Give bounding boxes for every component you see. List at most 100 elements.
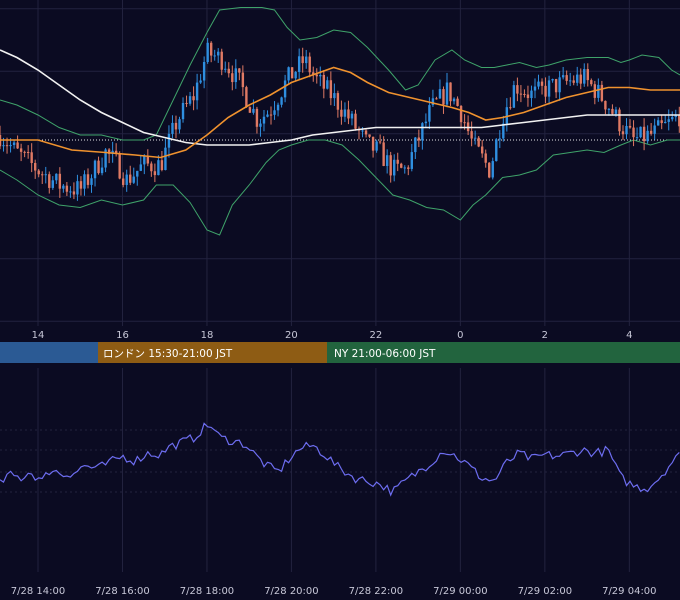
candle-body xyxy=(58,173,62,189)
candle-body xyxy=(266,114,269,117)
oscillator-grid xyxy=(0,368,680,572)
candle-body xyxy=(642,126,646,142)
candle-body xyxy=(678,115,680,127)
candle-body xyxy=(625,125,628,135)
candle-body xyxy=(209,42,213,56)
candle-body xyxy=(407,167,410,169)
candle-body xyxy=(273,110,276,115)
time-x-tick-label: 7/29 04:00 xyxy=(602,586,656,597)
candle-body xyxy=(614,109,618,114)
candle-body xyxy=(326,80,329,89)
candle-body xyxy=(561,75,565,78)
candle-body xyxy=(568,80,572,82)
candle-body xyxy=(646,130,649,142)
candle-body xyxy=(192,96,195,101)
candle-body xyxy=(547,80,551,97)
candle-body xyxy=(621,131,625,135)
candle-body xyxy=(195,82,199,101)
candle-body xyxy=(329,80,333,99)
candle-body xyxy=(583,69,586,84)
candle-body xyxy=(604,100,607,110)
time-x-tick-label: 7/29 02:00 xyxy=(518,586,572,597)
candle-body xyxy=(463,122,466,124)
candle-body xyxy=(100,167,104,174)
candle-body xyxy=(488,162,491,178)
candle-body xyxy=(143,155,146,165)
candle-body xyxy=(19,148,23,152)
candle-body xyxy=(495,139,498,162)
candle-body xyxy=(639,126,642,138)
candle-body xyxy=(340,109,343,117)
candle-body xyxy=(403,167,406,169)
time-x-tick-label: 7/28 16:00 xyxy=(95,586,149,597)
candle-body xyxy=(315,74,318,77)
price-x-tick-label: 22 xyxy=(370,330,383,341)
candle-body xyxy=(23,151,26,153)
candle-body xyxy=(424,121,428,124)
candle-body xyxy=(396,159,399,164)
candle-body xyxy=(167,133,171,148)
candle-body xyxy=(516,85,519,94)
candle-body xyxy=(41,174,44,176)
candle-body xyxy=(526,94,530,99)
candle-body xyxy=(136,170,139,177)
candle-body xyxy=(667,119,670,122)
candle-body xyxy=(125,174,128,185)
candle-body xyxy=(276,104,280,111)
candle-body xyxy=(245,87,248,108)
candle-body xyxy=(431,98,435,106)
candle-body xyxy=(2,145,5,147)
price-x-tick-label: 18 xyxy=(201,330,214,341)
candle-body xyxy=(171,122,174,134)
candle-body xyxy=(473,137,477,139)
candle-body xyxy=(178,119,181,130)
candle-body xyxy=(428,105,431,122)
candle-body xyxy=(389,155,392,176)
candle-body xyxy=(635,137,639,139)
candle-body xyxy=(649,130,653,134)
candle-body xyxy=(565,75,568,81)
candle-body xyxy=(69,191,72,193)
candle-body xyxy=(248,107,252,113)
long-moving-average xyxy=(0,49,680,146)
candle-body xyxy=(393,159,396,176)
candle-body xyxy=(139,164,142,171)
candle-body xyxy=(79,181,83,189)
candle-body xyxy=(336,93,340,110)
candle-body xyxy=(255,108,259,127)
candle-body xyxy=(674,115,677,118)
candle-body xyxy=(544,85,547,97)
candle-body xyxy=(319,74,322,77)
time-x-tick-label: 7/28 14:00 xyxy=(11,586,65,597)
candle-body xyxy=(308,56,311,73)
price-x-tick-label: 0 xyxy=(457,330,463,341)
candle-body xyxy=(586,69,589,81)
candle-body xyxy=(55,173,58,181)
candle-body xyxy=(153,171,157,176)
candle-body xyxy=(590,80,593,85)
candle-body xyxy=(540,81,544,86)
price-pane[interactable] xyxy=(0,0,680,326)
oscillator-pane[interactable] xyxy=(0,368,680,572)
candle-body xyxy=(512,85,516,108)
candle-body xyxy=(364,130,368,135)
time-x-tick-label: 7/28 20:00 xyxy=(264,586,318,597)
candle-body xyxy=(252,108,255,113)
candle-body xyxy=(607,108,611,110)
time-x-tick-label: 7/28 22:00 xyxy=(349,586,403,597)
candle-body xyxy=(107,149,111,154)
candle-body xyxy=(294,71,297,79)
candle-body xyxy=(382,142,385,166)
candle-body xyxy=(241,72,245,88)
candle-body xyxy=(83,174,86,189)
candle-body xyxy=(206,42,209,63)
candle-body xyxy=(104,149,107,168)
session-london-bar xyxy=(98,342,327,363)
candle-body xyxy=(572,80,575,83)
candle-body xyxy=(537,81,540,87)
candle-body xyxy=(452,98,456,102)
price-x-tick-label: 4 xyxy=(626,330,632,341)
candle-body xyxy=(459,105,463,123)
candle-body xyxy=(283,80,287,98)
